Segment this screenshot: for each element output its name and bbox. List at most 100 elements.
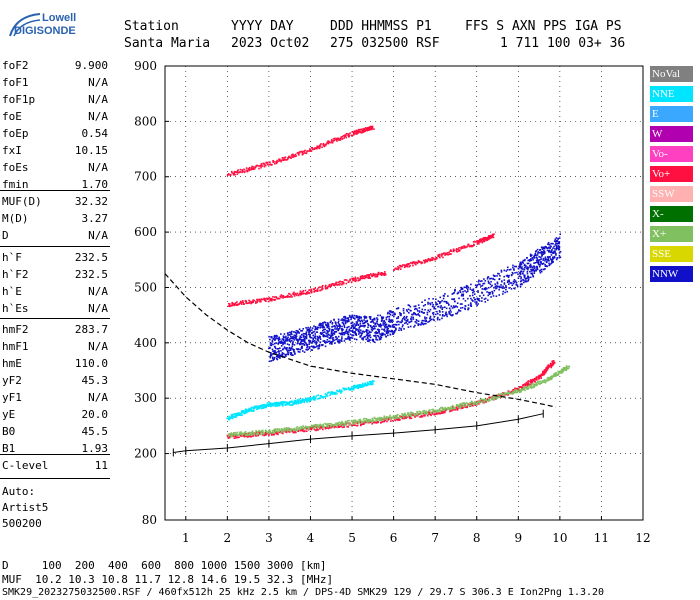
echo-point — [309, 426, 311, 428]
echo-point — [308, 340, 311, 343]
echo-point — [352, 388, 355, 391]
echo-point — [243, 168, 245, 171]
echo-point — [553, 255, 556, 258]
echo-point — [254, 166, 257, 169]
echo-point — [553, 250, 555, 253]
echo-point — [326, 424, 329, 427]
echo-point — [285, 348, 288, 351]
echo-point — [542, 380, 544, 382]
echo-point — [525, 279, 527, 281]
echo-point — [548, 251, 550, 253]
echo-point — [466, 290, 469, 293]
echo-point — [359, 331, 361, 333]
echo-point — [227, 173, 230, 176]
echo-point — [439, 253, 441, 256]
echo-point — [562, 368, 564, 370]
echo-point — [323, 334, 326, 337]
echo-point — [360, 419, 362, 422]
echo-point — [310, 291, 313, 294]
echo-point — [501, 287, 504, 289]
echo-point — [439, 412, 442, 415]
echo-point — [365, 127, 368, 130]
echo-point — [341, 390, 343, 393]
echo-point — [236, 301, 238, 303]
echo-point — [378, 416, 381, 419]
echo-point — [436, 317, 439, 320]
echo-point — [363, 417, 366, 420]
echo-point — [292, 431, 295, 434]
echo-point — [351, 423, 354, 425]
echo-point — [460, 405, 462, 408]
echo-point — [456, 302, 459, 305]
echo-point — [332, 337, 335, 339]
echo-point — [332, 138, 335, 140]
echo-point — [299, 342, 301, 345]
echo-point — [394, 419, 397, 422]
echo-point — [298, 154, 300, 156]
echo-point — [316, 331, 319, 334]
echo-point — [483, 240, 486, 242]
echo-point — [305, 336, 308, 338]
echo-point — [294, 293, 296, 296]
echo-point — [286, 343, 289, 345]
echo-point — [366, 333, 369, 336]
echo-point — [363, 324, 366, 327]
echo-point — [482, 237, 484, 240]
echo-point — [316, 146, 319, 149]
echo-point — [347, 319, 350, 321]
echo-point — [530, 268, 532, 271]
echo-point — [520, 277, 522, 280]
echo-point — [406, 265, 409, 268]
echo-point — [325, 423, 328, 426]
echo-point — [351, 330, 354, 332]
echo-point — [389, 313, 392, 316]
echo-point — [554, 250, 556, 252]
echo-point — [336, 326, 338, 328]
echo-point — [334, 138, 337, 141]
echo-point — [299, 335, 302, 337]
echo-point — [251, 301, 254, 304]
echo-point — [451, 307, 454, 309]
echo-point — [298, 351, 301, 353]
echo-point — [362, 131, 365, 133]
echo-point — [376, 320, 378, 323]
echo-point — [296, 399, 299, 401]
echo-point — [498, 278, 501, 280]
echo-point — [273, 356, 276, 359]
echo-point — [454, 290, 456, 292]
echo-point — [273, 433, 275, 435]
param-value: 232.5 — [74, 268, 108, 281]
echo-point — [505, 285, 507, 287]
echo-point — [529, 379, 532, 381]
echo-point — [277, 342, 280, 344]
echo-point — [333, 426, 336, 429]
echo-point — [520, 268, 523, 270]
echo-point — [248, 166, 251, 169]
echo-point — [248, 299, 250, 302]
echo-point — [506, 268, 509, 271]
echo-point — [323, 321, 326, 323]
echo-point — [282, 339, 285, 342]
echo-point — [281, 401, 284, 403]
echo-point — [307, 428, 310, 430]
echo-point — [433, 413, 435, 416]
echo-point — [339, 390, 342, 393]
echo-point — [487, 286, 490, 289]
echo-point — [337, 321, 339, 324]
echo-point — [348, 331, 350, 333]
echo-point — [380, 421, 383, 424]
echo-point — [316, 288, 319, 290]
echo-point — [373, 334, 375, 337]
echo-point — [522, 262, 524, 264]
echo-point — [252, 167, 255, 170]
echo-point — [314, 335, 317, 337]
legend-item-vo: Vo+ — [650, 166, 693, 182]
echo-point — [398, 418, 400, 420]
echo-point — [527, 277, 529, 279]
echo-point — [509, 392, 512, 395]
echo-point — [329, 335, 332, 338]
echo-point — [384, 323, 387, 326]
echo-point — [508, 392, 510, 395]
echo-point — [544, 268, 546, 270]
